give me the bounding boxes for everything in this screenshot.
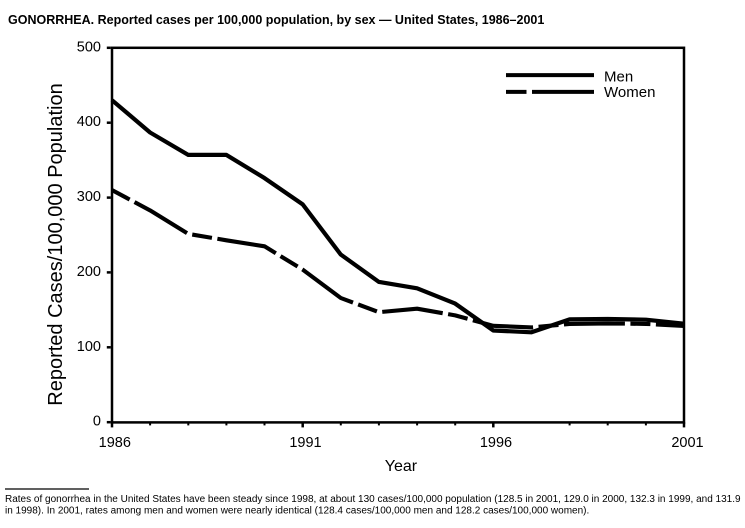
svg-text:2001: 2001: [671, 435, 703, 451]
svg-text:Women: Women: [604, 84, 655, 101]
svg-text:1991: 1991: [289, 435, 321, 451]
svg-text:Men: Men: [604, 69, 633, 86]
svg-text:200: 200: [77, 264, 101, 280]
svg-text:1996: 1996: [480, 435, 512, 451]
svg-text:GONORRHEA. Reported cases per: GONORRHEA. Reported cases per 100,000 po…: [8, 13, 544, 27]
svg-text:500: 500: [77, 39, 101, 55]
svg-text:Reported Cases/100,000 Populat: Reported Cases/100,000 Population: [45, 83, 67, 405]
svg-text:300: 300: [77, 189, 101, 205]
svg-text:100: 100: [77, 339, 101, 355]
svg-text:400: 400: [77, 114, 101, 130]
svg-text:in 1998). In 2001, rates among: in 1998). In 2001, rates among men and w…: [5, 505, 589, 516]
svg-text:1986: 1986: [99, 435, 131, 451]
svg-text:Year: Year: [385, 458, 418, 475]
svg-text:0: 0: [93, 414, 101, 430]
svg-text:Rates of gonorrhea in the Unit: Rates of gonorrhea in the United States …: [5, 494, 741, 505]
